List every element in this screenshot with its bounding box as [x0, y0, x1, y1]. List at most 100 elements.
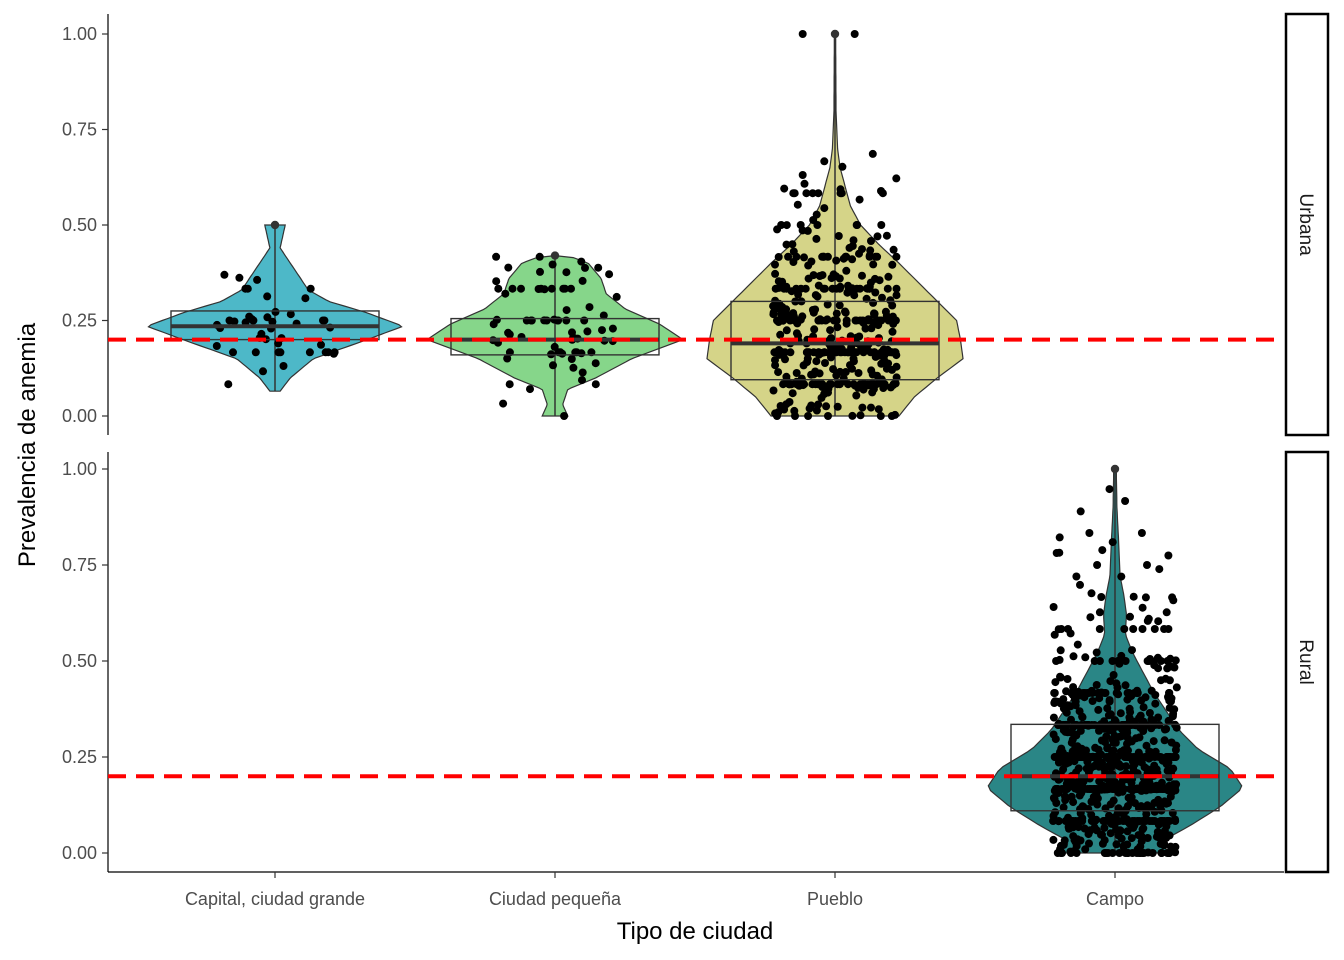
data-point	[856, 380, 865, 389]
data-point	[832, 256, 841, 265]
data-point	[241, 284, 250, 293]
data-point	[821, 359, 829, 367]
data-point	[814, 348, 823, 357]
data-point	[856, 411, 865, 420]
data-point	[1128, 817, 1137, 825]
data-point	[889, 381, 898, 390]
data-point	[891, 410, 899, 419]
data-point	[781, 355, 789, 364]
jitter-points	[769, 30, 901, 420]
data-point	[1093, 753, 1102, 761]
data-point	[1085, 839, 1093, 848]
data-point	[771, 260, 779, 269]
data-point	[1110, 731, 1119, 740]
data-point	[1117, 572, 1126, 581]
max-point	[270, 220, 280, 230]
data-point	[826, 326, 835, 335]
data-point	[832, 316, 841, 325]
data-point	[1057, 744, 1066, 753]
y-tick-label: 0.00	[62, 843, 97, 863]
data-point	[1162, 608, 1171, 617]
x-tick-label: Capital, ciudad grande	[185, 889, 365, 909]
data-point	[1168, 765, 1177, 774]
data-point	[1120, 728, 1129, 737]
data-point	[774, 368, 783, 377]
data-point	[838, 162, 847, 171]
data-point	[812, 406, 821, 415]
data-point	[1123, 689, 1132, 697]
data-point	[1137, 529, 1146, 537]
data-point	[1152, 832, 1161, 841]
data-point	[1129, 625, 1138, 633]
data-point	[1082, 746, 1090, 755]
data-point	[782, 240, 791, 249]
data-point	[841, 252, 850, 261]
data-point	[1067, 727, 1076, 736]
data-point	[871, 274, 879, 283]
data-point	[1098, 758, 1106, 767]
data-point	[1087, 589, 1096, 598]
data-point	[224, 380, 233, 389]
data-point	[808, 306, 817, 314]
data-point	[876, 412, 885, 420]
data-point	[892, 291, 901, 300]
data-point	[567, 355, 576, 363]
data-point	[869, 319, 878, 328]
data-point	[1116, 762, 1125, 771]
data-point	[880, 380, 889, 389]
data-point	[782, 372, 791, 381]
data-point	[508, 284, 517, 293]
data-point	[1139, 727, 1148, 735]
data-point	[212, 342, 221, 350]
data-point	[324, 348, 333, 357]
data-point	[591, 359, 600, 368]
data-point	[844, 348, 852, 357]
data-point	[547, 284, 556, 293]
data-point	[1135, 733, 1144, 742]
data-point	[1052, 657, 1061, 665]
data-point	[1086, 764, 1095, 773]
data-point	[1079, 777, 1088, 786]
data-point	[1054, 817, 1063, 826]
data-point	[562, 316, 571, 325]
data-point	[504, 328, 513, 337]
data-point	[263, 292, 272, 301]
data-point	[811, 291, 820, 300]
data-point	[814, 316, 823, 325]
data-point	[869, 298, 878, 307]
data-point	[499, 399, 508, 408]
data-point	[881, 307, 890, 316]
data-point	[1112, 825, 1121, 834]
data-point	[1050, 630, 1059, 639]
data-point	[1069, 753, 1078, 762]
data-point	[1170, 815, 1179, 824]
data-point	[858, 271, 866, 280]
data-point	[1166, 654, 1175, 663]
data-point	[807, 370, 816, 379]
data-point	[1138, 825, 1147, 834]
data-point	[874, 405, 883, 414]
data-point	[1054, 625, 1063, 634]
data-point	[578, 276, 587, 285]
data-point	[1108, 814, 1117, 823]
data-point	[837, 344, 846, 353]
data-point	[1097, 593, 1106, 601]
x-axis: Capital, ciudad grande Ciudad pequeña Pueb…	[108, 871, 1284, 909]
data-point	[769, 386, 778, 395]
data-point	[494, 284, 503, 293]
data-point	[1090, 817, 1099, 825]
data-point	[1120, 625, 1129, 633]
data-point	[1148, 817, 1157, 825]
data-point	[1129, 766, 1138, 775]
data-point	[1141, 805, 1150, 814]
data-point	[1111, 753, 1120, 761]
data-point	[798, 30, 807, 38]
data-point	[561, 284, 569, 293]
data-point	[835, 301, 844, 310]
data-point	[808, 189, 817, 198]
data-point	[259, 367, 267, 376]
data-point	[782, 282, 791, 291]
data-point	[251, 348, 260, 357]
data-point	[567, 284, 575, 293]
data-point	[814, 189, 823, 198]
